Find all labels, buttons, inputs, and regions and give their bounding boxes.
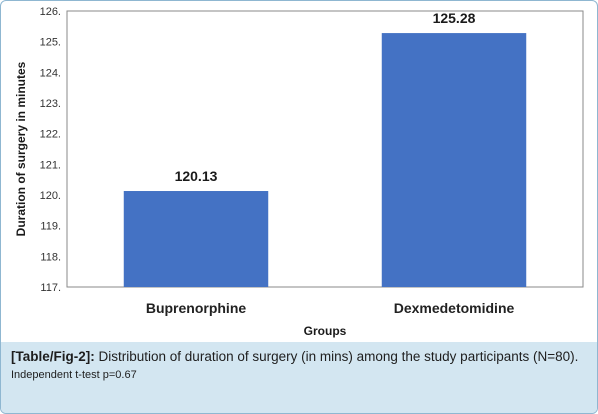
figure-caption: [Table/Fig-2]: Distribution of duration … — [1, 342, 597, 413]
data-label: 120.13 — [175, 168, 218, 184]
plot-frame — [66, 10, 584, 288]
y-tick-label: 124. — [40, 67, 61, 79]
category-labels: Buprenorphine Dexmedetomidine — [146, 300, 515, 316]
bar-chart: 117. 118. 119. 120. 121. 122. 123. 124. 125. 126.… — [14, 6, 584, 338]
y-tick-label: 122. — [40, 129, 61, 141]
caption-main: [Table/Fig-2]: Distribution of duration … — [11, 348, 587, 365]
y-tick-label: 117. — [40, 282, 61, 294]
data-label: 125.28 — [433, 10, 476, 26]
bar-buprenorphine — [123, 191, 269, 287]
y-axis-label: Duration of surgery in minutes — [14, 61, 28, 236]
caption-text: Distribution of duration of surgery (in … — [98, 349, 579, 364]
y-tick-label: 126. — [40, 6, 61, 18]
x-axis-label: Groups — [304, 324, 347, 338]
category-label: Buprenorphine — [146, 300, 247, 316]
caption-label: [Table/Fig-2]: — [11, 349, 95, 364]
y-tick-label: 125. — [40, 37, 61, 49]
category-label: Dexmedetomidine — [394, 300, 515, 316]
y-tick-label: 118. — [40, 251, 61, 263]
y-tick-label: 123. — [40, 98, 61, 110]
y-tick-labels: 117. 118. 119. 120. 121. 122. 123. 124. 125. 126. — [40, 6, 61, 294]
caption-note: Independent t-test p=0.67 — [11, 369, 137, 381]
data-labels: 120.13 125.28 — [175, 10, 476, 184]
bar-dexmedetomidine — [381, 33, 527, 287]
y-tick-label: 121. — [40, 159, 61, 171]
bars-group — [123, 33, 527, 287]
y-tick-label: 120. — [40, 190, 61, 202]
y-tick-label: 119. — [40, 221, 61, 233]
